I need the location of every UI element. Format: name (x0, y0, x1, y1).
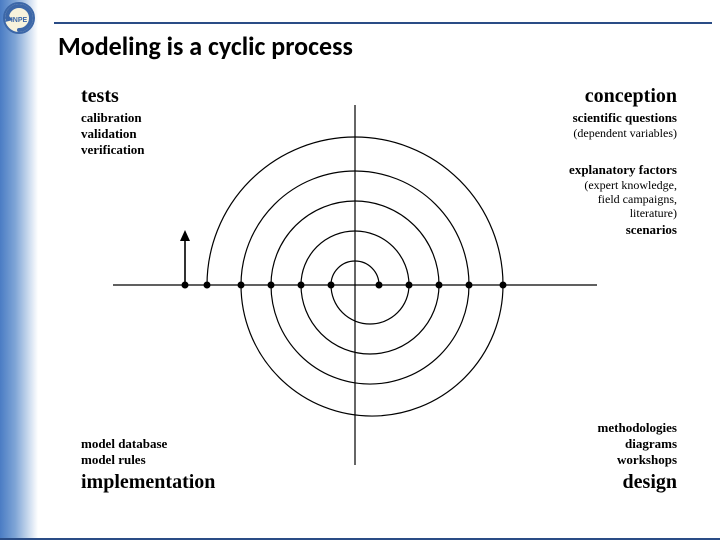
label-tests-line2: validation (81, 127, 137, 142)
label-tests-line3: verification (81, 143, 145, 158)
diagram-area: tests calibration validation verificatio… (55, 85, 695, 515)
org-logo-icon: INPE (1, 0, 37, 36)
label-tests-line1: calibration (81, 111, 142, 126)
label-conception-sub2: (expert knowledge, (584, 179, 677, 193)
label-impl-line1: model database (81, 437, 167, 452)
label-impl-line2: model rules (81, 453, 146, 468)
sidebar-gradient (0, 0, 38, 540)
title-rule (54, 22, 712, 24)
label-conception-sub1: explanatory factors (569, 163, 677, 178)
label-design-line3: workshops (617, 453, 677, 468)
page-title: Modeling is a cyclic process (58, 30, 353, 62)
label-design-line2: diagrams (625, 437, 677, 452)
label-design-heading: design (623, 471, 677, 494)
svg-text:INPE: INPE (11, 17, 28, 24)
label-conception-line2: (dependent variables) (573, 127, 677, 141)
label-impl-heading: implementation (81, 471, 215, 494)
label-design-line1: methodologies (598, 421, 677, 436)
label-conception-sub4: literature) (630, 207, 677, 221)
label-tests-heading: tests (81, 85, 119, 108)
label-conception-sub5: scenarios (626, 223, 677, 238)
label-conception-sub3: field campaigns, (598, 193, 677, 207)
label-conception-heading: conception (585, 85, 677, 108)
label-conception-line1: scientific questions (573, 111, 677, 126)
